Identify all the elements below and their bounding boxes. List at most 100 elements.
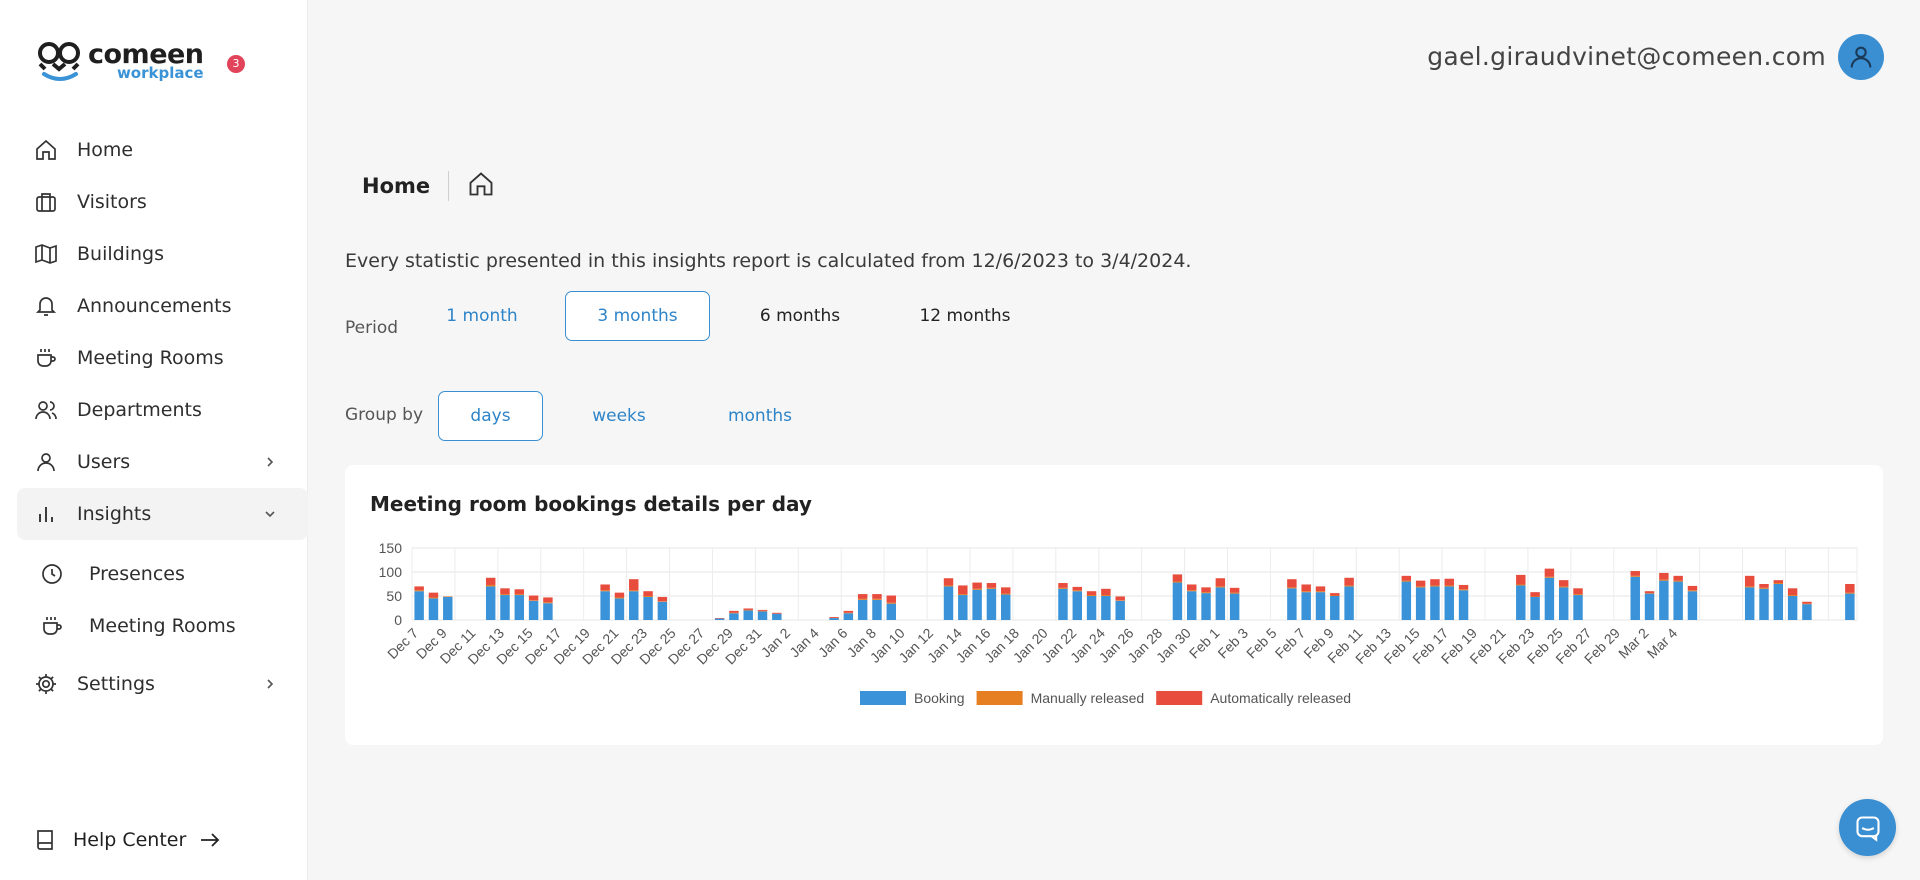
chart-bar [500, 588, 510, 595]
chart-bar [1086, 591, 1097, 596]
chart-bar [1444, 578, 1454, 586]
group-by-option-days[interactable]: days [438, 391, 543, 441]
chart-bar [1759, 584, 1769, 588]
chart-bar [1115, 596, 1125, 601]
logo[interactable]: comeen workplace [36, 38, 204, 84]
chart-bar [1773, 583, 1784, 584]
chart-bar [1744, 575, 1755, 587]
chart-bar [1458, 584, 1469, 590]
user-icon [33, 449, 59, 475]
sidebar-item-announcements[interactable]: Announcements [17, 280, 308, 332]
chart-bar [414, 591, 424, 620]
sidebar-item-visitors[interactable]: Visitors [17, 176, 308, 228]
chart-bar [972, 582, 982, 589]
notification-badge[interactable]: 3 [227, 55, 245, 73]
chart-bar [1115, 600, 1125, 620]
chart-bar [1229, 592, 1240, 594]
chart-bar [543, 602, 553, 604]
chart-bar [1287, 588, 1297, 620]
chart-bar [614, 597, 625, 599]
chart-bar [1845, 593, 1855, 620]
period-option-3-months[interactable]: 3 months [565, 291, 710, 341]
chart-bar [1802, 604, 1812, 620]
chart-bar [1544, 577, 1555, 620]
chart-bar [600, 591, 610, 620]
chart-bar [1001, 594, 1011, 620]
chart-bar [1458, 590, 1469, 620]
period-option-1-month[interactable]: 1 month [446, 306, 518, 326]
sidebar-item-meeting-rooms[interactable]: Meeting Rooms [17, 332, 308, 384]
chevron-right-icon [260, 674, 280, 694]
chart-bar [843, 612, 854, 614]
chart-bar [543, 603, 553, 620]
home-icon[interactable] [467, 170, 495, 202]
chart-bar [729, 612, 739, 614]
chart-bar [1458, 589, 1469, 591]
sidebar-item-buildings[interactable]: Buildings [17, 228, 308, 280]
group-by-option-months[interactable]: months [727, 406, 793, 426]
chart-bar [1215, 587, 1226, 620]
chart-bar [1544, 576, 1555, 578]
sidebar-item-home[interactable]: Home [17, 124, 308, 176]
period-option-12-months[interactable]: 12 months [919, 306, 1011, 326]
chart-bar [514, 595, 525, 620]
chart-bar [1101, 596, 1111, 620]
sidebar-item-label: Buildings [77, 243, 164, 265]
chart-bar [943, 585, 954, 587]
chart-bar [614, 598, 625, 620]
chart-bar [1215, 586, 1226, 588]
chart-bar [829, 617, 839, 619]
chart-bar [614, 592, 625, 598]
sidebar-subitem-meeting-rooms[interactable]: Meeting Rooms [17, 600, 308, 652]
chart-bar [443, 596, 453, 597]
chart-bar [1659, 580, 1669, 620]
chart-bar [1101, 595, 1111, 596]
chart-bar [1086, 595, 1097, 596]
chart-bar [1759, 587, 1769, 589]
chart-bar [886, 602, 897, 604]
chart-bar [1430, 579, 1440, 586]
legend-label: Manually released [1031, 690, 1145, 706]
chevron-right-icon [260, 452, 280, 472]
help-center-link[interactable]: Help Center [33, 828, 222, 852]
sidebar-subitem-label: Presences [89, 563, 185, 585]
chart-bar [1773, 584, 1784, 620]
chat-button[interactable] [1839, 799, 1896, 856]
sidebar-item-departments[interactable]: Departments [17, 384, 308, 436]
chart-bar [1201, 592, 1211, 594]
chart-bar [500, 594, 510, 596]
chart-bar [1187, 590, 1197, 592]
chart-bar [1630, 576, 1640, 620]
sidebar-item-label: Meeting Rooms [77, 347, 224, 369]
sidebar-item-label: Departments [77, 399, 202, 421]
sidebar-item-settings[interactable]: Settings [17, 658, 308, 710]
chart-bar [1845, 592, 1855, 594]
sidebar-item-insights[interactable]: Insights [17, 488, 308, 540]
gear-icon [33, 671, 59, 697]
chart-bar [729, 613, 739, 620]
chart-bar [629, 579, 639, 591]
chart-bar [1287, 587, 1297, 589]
chart-bar [757, 609, 768, 611]
chart-bar [886, 603, 897, 620]
map-icon [33, 241, 59, 267]
chart-bar [872, 599, 882, 620]
chart-bar [1344, 585, 1354, 587]
chart-bar [1058, 588, 1068, 620]
briefcase-icon [33, 189, 59, 215]
chart-bar [1001, 593, 1011, 595]
chart-bar [1058, 583, 1068, 588]
chart-bar [1673, 575, 1683, 581]
period-option-6-months[interactable]: 6 months [759, 306, 841, 326]
chart-bar [829, 618, 839, 620]
chart-bar [1301, 584, 1311, 592]
sidebar-item-users[interactable]: Users [17, 436, 308, 488]
chart-bar [1229, 587, 1240, 593]
group-by-option-weeks[interactable]: weeks [592, 406, 646, 426]
chart-bar [1215, 578, 1226, 587]
chart-card: Meeting room bookings details per day 0 5… [345, 465, 1883, 745]
sidebar: comeen workplace 3 Home Visitors Buildin… [0, 0, 308, 880]
user-avatar[interactable] [1838, 34, 1884, 80]
sidebar-subitem-presences[interactable]: Presences [17, 548, 308, 600]
